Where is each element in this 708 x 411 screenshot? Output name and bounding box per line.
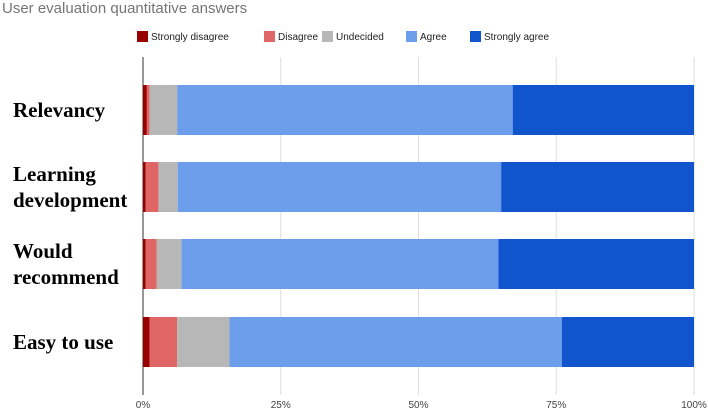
bar-segment [149, 85, 178, 135]
legend-swatch [137, 31, 148, 42]
category-label: Easy to use [13, 330, 113, 354]
legend-label: Agree [420, 32, 447, 43]
bar-segment [229, 317, 562, 367]
category-label: Relevancy [13, 98, 106, 122]
bar-segment [181, 239, 499, 289]
category-label-line: Relevancy [13, 98, 106, 122]
chart-title: User evaluation quantitative answers [2, 0, 248, 17]
x-tick-label: 25% [271, 400, 291, 411]
bar-segment [145, 162, 159, 212]
legend-label: Undecided [336, 32, 384, 43]
bar-segment [498, 239, 694, 289]
bar-segment [177, 162, 502, 212]
legend-swatch [322, 31, 333, 42]
legend-label: Disagree [278, 32, 318, 43]
category-label-line: Would [13, 239, 73, 263]
bar-segment [158, 162, 178, 212]
x-tick-label: 75% [546, 400, 566, 411]
category-label-line: development [13, 188, 127, 212]
category-label-line: Easy to use [13, 330, 113, 354]
bar-segment [177, 85, 513, 135]
bar-segment [143, 317, 150, 367]
category-label-line: recommend [13, 265, 119, 289]
bar-segment [512, 85, 694, 135]
bar-segment [149, 317, 178, 367]
bar-segment [143, 239, 146, 289]
legend-swatch [406, 31, 417, 42]
x-tick-label: 50% [408, 400, 428, 411]
legend-label: Strongly agree [484, 32, 549, 43]
bar-segment [143, 85, 147, 135]
legend: Strongly disagree Disagree Undecided Agree S… [137, 31, 549, 43]
category-labels: Relevancy Learning development Would recomme… [13, 98, 127, 354]
bar-segment [156, 239, 182, 289]
x-axis-ticks: 0% 25% 50% 75% 100% [136, 400, 707, 411]
bar-segment [146, 85, 150, 135]
bar-segment [145, 239, 157, 289]
bar-segment [143, 162, 146, 212]
x-tick-label: 100% [681, 400, 707, 411]
x-tick-label: 0% [136, 400, 151, 411]
bar-segment [501, 162, 694, 212]
category-label-line: Learning [13, 162, 96, 186]
legend-swatch [264, 31, 275, 42]
category-label: Learning development [13, 162, 127, 212]
bars [143, 85, 694, 367]
bar-segment [177, 317, 230, 367]
category-label: Would recommend [13, 239, 119, 289]
bar-segment [561, 317, 694, 367]
legend-label: Strongly disagree [151, 32, 229, 43]
legend-swatch [470, 31, 481, 42]
